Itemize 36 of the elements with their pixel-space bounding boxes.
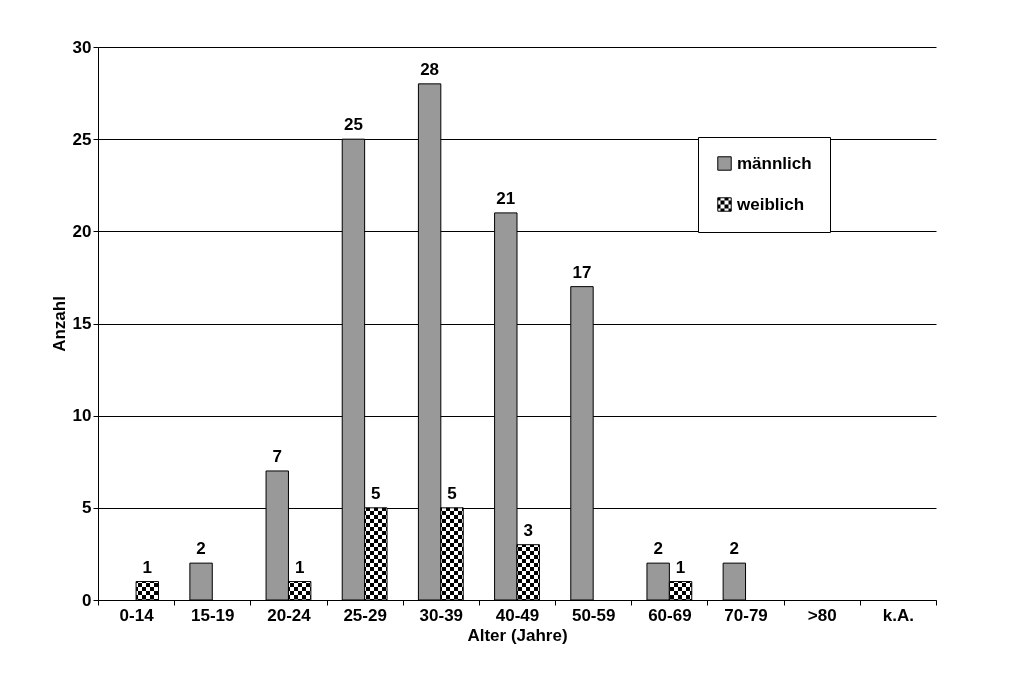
y-tick-label: 5 [82,498,92,518]
data-label: 28 [420,59,440,79]
data-label: 1 [675,557,686,577]
data-label: 5 [447,483,457,503]
x-tick-label: 0-14 [119,605,155,625]
data-label: 2 [653,539,663,559]
x-tick-label: 60-69 [648,605,692,625]
y-tick-label: 20 [72,221,92,241]
y-tick-label: 25 [72,129,92,149]
y-tick-label: 10 [72,406,92,426]
x-tick-label: 20-24 [267,605,312,625]
x-tick-label: 70-79 [724,605,768,625]
x-axis-title: Alter (Jahre) [467,625,568,645]
data-label: 2 [196,539,206,559]
y-tick-label: 15 [72,314,92,333]
data-label: 21 [496,188,516,208]
x-tick-label: 25-29 [343,605,387,625]
data-label: 5 [371,483,381,503]
y-tick-label: 30 [72,37,92,57]
legend-label: männlich [737,153,812,173]
data-label: 25 [343,115,363,135]
y-axis-title: Anzahl [49,296,69,352]
x-tick-label: k.A. [882,605,914,625]
x-tick-label: 50-59 [571,605,616,625]
data-label: 2 [729,539,740,559]
data-label: 7 [272,446,282,466]
y-tick-label: 0 [82,590,92,610]
x-tick-label: >80 [807,605,837,625]
x-tick-label: 15-19 [191,605,235,625]
x-tick-label: 40-49 [495,605,540,625]
data-label: 17 [572,262,592,282]
x-tick-label: 30-39 [419,605,464,625]
data-label: 1 [142,557,153,577]
legend-label: weiblich [736,194,805,214]
data-label: 1 [294,557,305,577]
data-label: 3 [523,520,533,540]
